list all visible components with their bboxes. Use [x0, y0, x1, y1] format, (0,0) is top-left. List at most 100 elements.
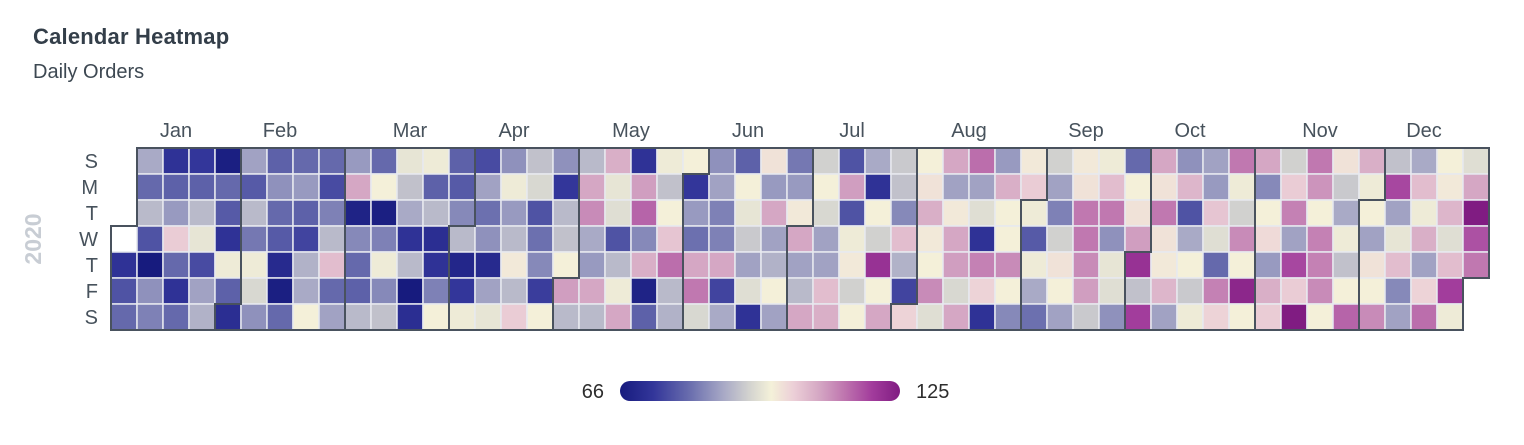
day-cell[interactable]	[708, 225, 736, 253]
day-cell[interactable]	[1462, 225, 1490, 253]
day-cell[interactable]	[240, 251, 268, 279]
day-cell[interactable]	[604, 147, 632, 175]
day-cell[interactable]	[708, 251, 736, 279]
day-cell[interactable]	[864, 173, 892, 201]
day-cell[interactable]	[318, 303, 346, 331]
day-cell[interactable]	[422, 147, 450, 175]
day-cell[interactable]	[760, 173, 788, 201]
day-cell[interactable]	[188, 251, 216, 279]
day-cell[interactable]	[1462, 173, 1490, 201]
day-cell[interactable]	[1462, 199, 1490, 227]
day-cell[interactable]	[1254, 199, 1282, 227]
day-cell[interactable]	[1176, 303, 1204, 331]
day-cell[interactable]	[994, 173, 1022, 201]
day-cell[interactable]	[474, 277, 502, 305]
day-cell[interactable]	[786, 199, 814, 227]
day-cell[interactable]	[1072, 225, 1100, 253]
day-cell[interactable]	[1046, 303, 1074, 331]
day-cell[interactable]	[1046, 147, 1074, 175]
day-cell[interactable]	[500, 303, 528, 331]
day-cell[interactable]	[812, 199, 840, 227]
day-cell[interactable]	[1280, 303, 1308, 331]
day-cell[interactable]	[136, 303, 164, 331]
day-cell[interactable]	[760, 225, 788, 253]
day-cell[interactable]	[552, 277, 580, 305]
day-cell[interactable]	[1332, 277, 1360, 305]
day-cell[interactable]	[1020, 199, 1048, 227]
day-cell[interactable]	[344, 173, 372, 201]
day-cell[interactable]	[968, 251, 996, 279]
day-cell[interactable]	[1384, 277, 1412, 305]
day-cell[interactable]	[500, 277, 528, 305]
day-cell[interactable]	[812, 303, 840, 331]
day-cell[interactable]	[448, 277, 476, 305]
day-cell[interactable]	[942, 225, 970, 253]
day-cell[interactable]	[916, 147, 944, 175]
day-cell[interactable]	[916, 199, 944, 227]
day-cell[interactable]	[1384, 225, 1412, 253]
day-cell[interactable]	[994, 225, 1022, 253]
day-cell[interactable]	[734, 277, 762, 305]
day-cell[interactable]	[422, 303, 450, 331]
day-cell[interactable]	[422, 173, 450, 201]
day-cell[interactable]	[1462, 147, 1490, 175]
day-cell[interactable]	[188, 147, 216, 175]
day-cell[interactable]	[838, 225, 866, 253]
day-cell[interactable]	[1358, 199, 1386, 227]
day-cell[interactable]	[760, 303, 788, 331]
day-cell[interactable]	[1046, 173, 1074, 201]
day-cell[interactable]	[500, 147, 528, 175]
day-cell[interactable]	[968, 277, 996, 305]
day-cell[interactable]	[240, 277, 268, 305]
day-cell[interactable]	[838, 251, 866, 279]
day-cell[interactable]	[1176, 277, 1204, 305]
day-cell[interactable]	[292, 251, 320, 279]
day-cell[interactable]	[812, 173, 840, 201]
day-cell[interactable]	[1150, 225, 1178, 253]
day-cell[interactable]	[656, 303, 684, 331]
day-cell[interactable]	[838, 199, 866, 227]
day-cell[interactable]	[500, 199, 528, 227]
day-cell[interactable]	[370, 173, 398, 201]
day-cell[interactable]	[994, 147, 1022, 175]
day-cell[interactable]	[474, 173, 502, 201]
day-cell[interactable]	[1280, 251, 1308, 279]
day-cell[interactable]	[786, 251, 814, 279]
day-cell[interactable]	[578, 251, 606, 279]
day-cell[interactable]	[1384, 199, 1412, 227]
day-cell[interactable]	[604, 303, 632, 331]
day-cell[interactable]	[474, 147, 502, 175]
day-cell[interactable]	[1098, 277, 1126, 305]
day-cell[interactable]	[1098, 303, 1126, 331]
day-cell[interactable]	[552, 225, 580, 253]
day-cell[interactable]	[656, 199, 684, 227]
day-cell[interactable]	[344, 199, 372, 227]
day-cell[interactable]	[1410, 303, 1438, 331]
day-cell[interactable]	[1124, 199, 1152, 227]
day-cell[interactable]	[318, 199, 346, 227]
day-cell[interactable]	[292, 303, 320, 331]
day-cell[interactable]	[1280, 225, 1308, 253]
day-cell[interactable]	[968, 173, 996, 201]
day-cell[interactable]	[1332, 173, 1360, 201]
day-cell[interactable]	[1332, 147, 1360, 175]
day-cell[interactable]	[162, 199, 190, 227]
day-cell[interactable]	[734, 199, 762, 227]
day-cell[interactable]	[968, 225, 996, 253]
day-cell[interactable]	[136, 173, 164, 201]
day-cell[interactable]	[344, 147, 372, 175]
day-cell[interactable]	[162, 251, 190, 279]
day-cell[interactable]	[1306, 225, 1334, 253]
day-cell[interactable]	[526, 147, 554, 175]
day-cell[interactable]	[396, 225, 424, 253]
day-cell[interactable]	[630, 147, 658, 175]
day-cell[interactable]	[1436, 147, 1464, 175]
day-cell[interactable]	[370, 303, 398, 331]
day-cell[interactable]	[1072, 303, 1100, 331]
day-cell[interactable]	[656, 277, 684, 305]
day-cell[interactable]	[500, 251, 528, 279]
day-cell[interactable]	[1228, 199, 1256, 227]
day-cell[interactable]	[1150, 147, 1178, 175]
day-cell[interactable]	[838, 277, 866, 305]
day-cell[interactable]	[214, 251, 242, 279]
